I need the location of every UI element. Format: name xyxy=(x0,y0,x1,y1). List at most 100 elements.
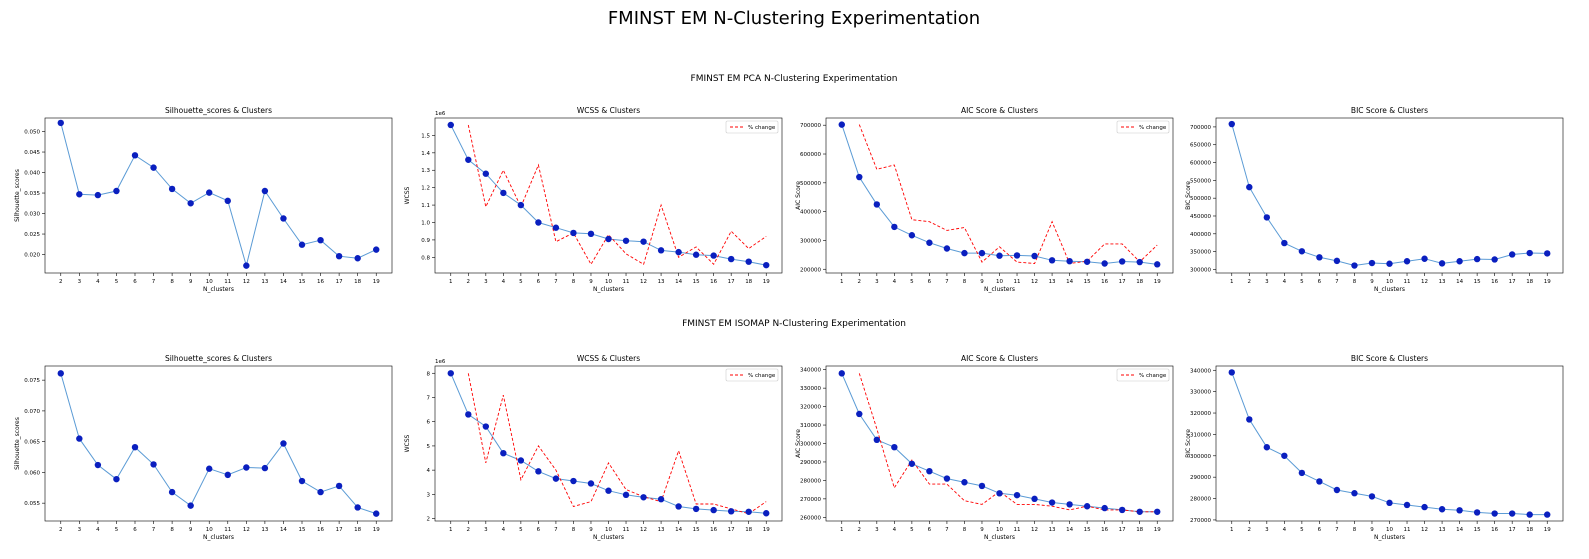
data-point xyxy=(1298,248,1306,255)
data-point xyxy=(1031,495,1038,503)
y-tick-label: 700000 xyxy=(800,123,821,129)
y-tick-label: 0.060 xyxy=(24,470,40,476)
y-tick-label: 290000 xyxy=(800,460,821,466)
x-tick-label: 4 xyxy=(893,527,897,533)
x-tick-label: 8 xyxy=(963,527,967,533)
data-point xyxy=(1316,254,1323,261)
plot-frame xyxy=(825,365,1174,522)
y-tick-label: 400000 xyxy=(1190,232,1211,238)
x-tick-label: 9 xyxy=(189,279,193,285)
x-tick-label: 17 xyxy=(1509,527,1516,533)
data-point xyxy=(150,164,157,171)
legend-label: % change xyxy=(748,125,776,131)
data-point xyxy=(280,440,287,447)
x-tick-label: 11 xyxy=(224,527,231,533)
data-point xyxy=(94,191,102,199)
data-point xyxy=(1031,252,1038,260)
x-tick-label: 8 xyxy=(963,279,967,285)
x-tick-label: 17 xyxy=(336,279,343,285)
legend-box xyxy=(1116,368,1170,382)
x-tick-label: 16 xyxy=(317,527,324,533)
data-point xyxy=(1456,507,1463,514)
data-point xyxy=(447,370,454,377)
x-tick-label: 5 xyxy=(519,279,523,285)
data-point xyxy=(1228,120,1235,128)
data-point xyxy=(317,488,324,496)
data-point xyxy=(1263,214,1271,221)
data-point xyxy=(657,496,665,503)
x-tick-label: 8 xyxy=(170,279,174,285)
x-tick-label: 15 xyxy=(299,279,306,285)
x-tick-label: 6 xyxy=(537,527,541,533)
data-point xyxy=(1118,506,1126,514)
data-point xyxy=(978,482,986,490)
data-point xyxy=(622,237,630,244)
series-line xyxy=(1231,123,1548,267)
x-tick-label: 16 xyxy=(317,279,324,285)
x-tick-label: 18 xyxy=(354,527,361,533)
data-point xyxy=(465,411,472,418)
data-point xyxy=(57,119,64,127)
x-tick-label: 5 xyxy=(1300,527,1304,533)
x-tick-label: 5 xyxy=(115,527,119,533)
x-tick-label: 9 xyxy=(1370,279,1374,285)
y-tick-label: 290000 xyxy=(1190,475,1211,481)
x-axis-label: N_clusters xyxy=(203,534,234,541)
y-axis-label: BIC Score xyxy=(1185,181,1192,210)
x-tick-label: 8 xyxy=(572,527,576,533)
y-tick-label: 1.3 xyxy=(421,168,430,174)
series-line xyxy=(1231,372,1548,516)
y-tick-label: 0.035 xyxy=(24,191,40,197)
x-tick-label: 6 xyxy=(928,279,932,285)
x-tick-label: 13 xyxy=(658,279,665,285)
plot-frame xyxy=(434,365,783,522)
x-tick-label: 3 xyxy=(484,279,488,285)
x-tick-label: 13 xyxy=(658,527,665,533)
x-tick-label: 18 xyxy=(1526,527,1533,533)
y-axis-label: Silhouette_scores xyxy=(14,417,21,470)
change-line xyxy=(858,373,1158,513)
y-tick-label: 600000 xyxy=(800,152,821,158)
data-point xyxy=(206,465,213,472)
y-tick-label: 3 xyxy=(427,492,431,498)
x-tick-label: 10 xyxy=(605,279,612,285)
y-tick-label: 270000 xyxy=(800,497,821,503)
x-tick-label: 17 xyxy=(728,527,735,533)
data-point xyxy=(94,461,102,469)
x-tick-label: 13 xyxy=(261,527,268,533)
data-point xyxy=(692,251,700,258)
plot-frame xyxy=(825,117,1174,274)
x-tick-label: 6 xyxy=(133,527,137,533)
legend-box xyxy=(725,368,779,382)
x-tick-label: 9 xyxy=(589,527,593,533)
y-tick-label: 1.2 xyxy=(421,186,430,192)
y-tick-label: 5 xyxy=(427,444,431,450)
y-tick-label: 0.020 xyxy=(24,253,40,259)
data-point xyxy=(500,449,507,457)
data-point xyxy=(1048,257,1056,264)
y-axis-label: Silhouette_scores xyxy=(14,169,21,222)
x-tick-label: 17 xyxy=(1119,279,1126,285)
x-tick-label: 12 xyxy=(1031,527,1038,533)
x-tick-label: 4 xyxy=(96,527,100,533)
x-axis-label: N_clusters xyxy=(203,286,234,293)
x-tick-label: 14 xyxy=(675,279,682,285)
y-axis-label: WCSS xyxy=(404,434,411,452)
x-tick-label: 10 xyxy=(206,279,213,285)
data-point xyxy=(605,235,612,243)
data-point xyxy=(891,223,898,231)
x-tick-label: 8 xyxy=(1353,279,1357,285)
data-point xyxy=(1544,511,1551,518)
data-point xyxy=(1508,510,1516,517)
x-tick-label: 11 xyxy=(1014,527,1021,533)
data-point xyxy=(1386,499,1393,507)
x-tick-label: 12 xyxy=(243,527,250,533)
row-title-isomap: FMINST EM ISOMAP N-Clustering Experiment… xyxy=(682,319,906,329)
data-point xyxy=(1013,491,1021,499)
data-point xyxy=(1083,503,1091,510)
data-point xyxy=(605,487,612,494)
x-tick-label: 3 xyxy=(1265,279,1269,285)
